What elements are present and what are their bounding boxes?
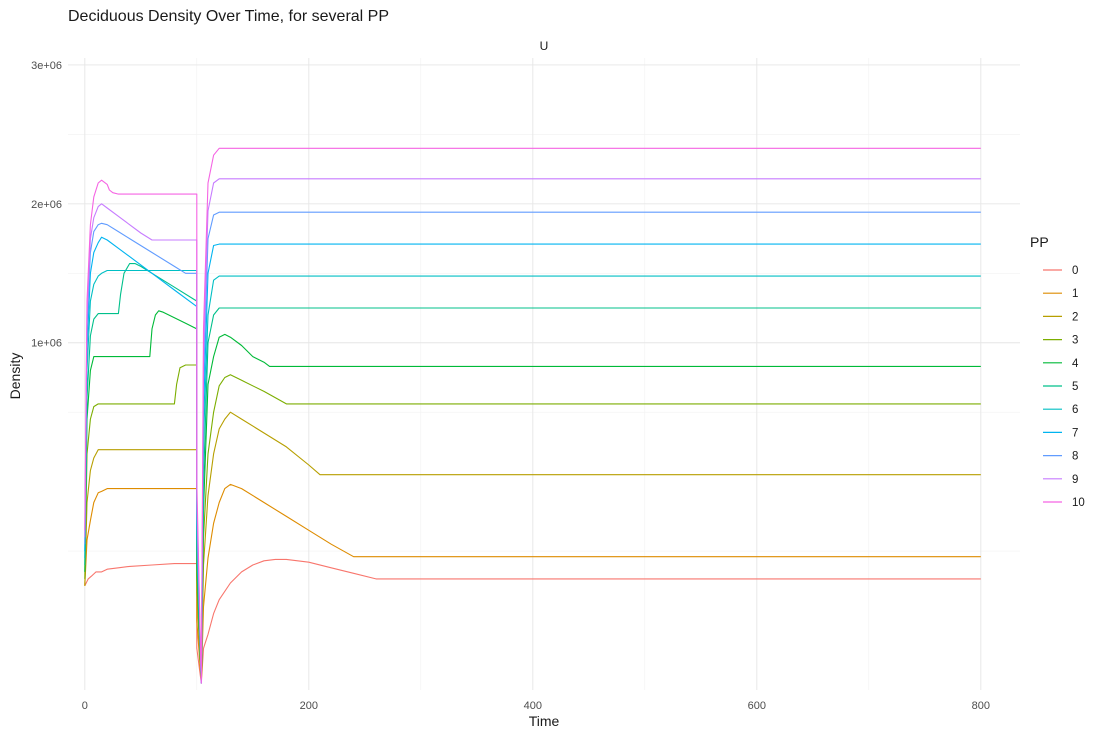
series-line-1 [84, 483, 981, 684]
series-lines [84, 147, 981, 684]
x-axis-ticks: 0 200 400 600 800 [82, 700, 990, 712]
legend-label-8: 8 [1072, 451, 1078, 463]
legend-title: PP [1030, 234, 1049, 250]
y-tick-label: 2e+06 [31, 199, 62, 211]
legend-label-1: 1 [1072, 288, 1078, 300]
x-tick-label: 600 [748, 700, 766, 712]
y-tick-label: 1e+06 [31, 338, 62, 350]
x-tick-label: 400 [524, 700, 542, 712]
chart-title: Deciduous Density Over Time, for several… [68, 8, 389, 25]
legend-label-9: 9 [1072, 474, 1078, 486]
series-line-2 [84, 411, 981, 684]
legend-label-5: 5 [1072, 381, 1078, 393]
grid [68, 58, 1020, 690]
series-line-0 [84, 558, 981, 684]
x-axis-title: Time [529, 713, 560, 729]
x-tick-label: 800 [972, 700, 990, 712]
legend-label-10: 10 [1072, 497, 1085, 509]
legend-label-6: 6 [1072, 404, 1078, 416]
legend-label-7: 7 [1072, 427, 1078, 439]
facet-strip-label: U [540, 39, 549, 53]
legend-label-2: 2 [1072, 311, 1078, 323]
y-axis-title: Density [7, 353, 23, 400]
legend: PP 0 1 2 3 4 5 6 7 8 9 10 [1030, 234, 1085, 509]
x-tick-label: 200 [300, 700, 318, 712]
legend-label-3: 3 [1072, 335, 1078, 347]
legend-items: 0 1 2 3 4 5 6 7 8 9 10 [1043, 265, 1085, 509]
legend-label-4: 4 [1072, 358, 1079, 370]
y-axis-ticks: 1e+06 2e+06 3e+06 [31, 60, 62, 350]
legend-label-0: 0 [1072, 265, 1078, 277]
x-tick-label: 0 [82, 700, 88, 712]
y-tick-label: 3e+06 [31, 60, 62, 72]
series-line-10 [84, 147, 981, 684]
